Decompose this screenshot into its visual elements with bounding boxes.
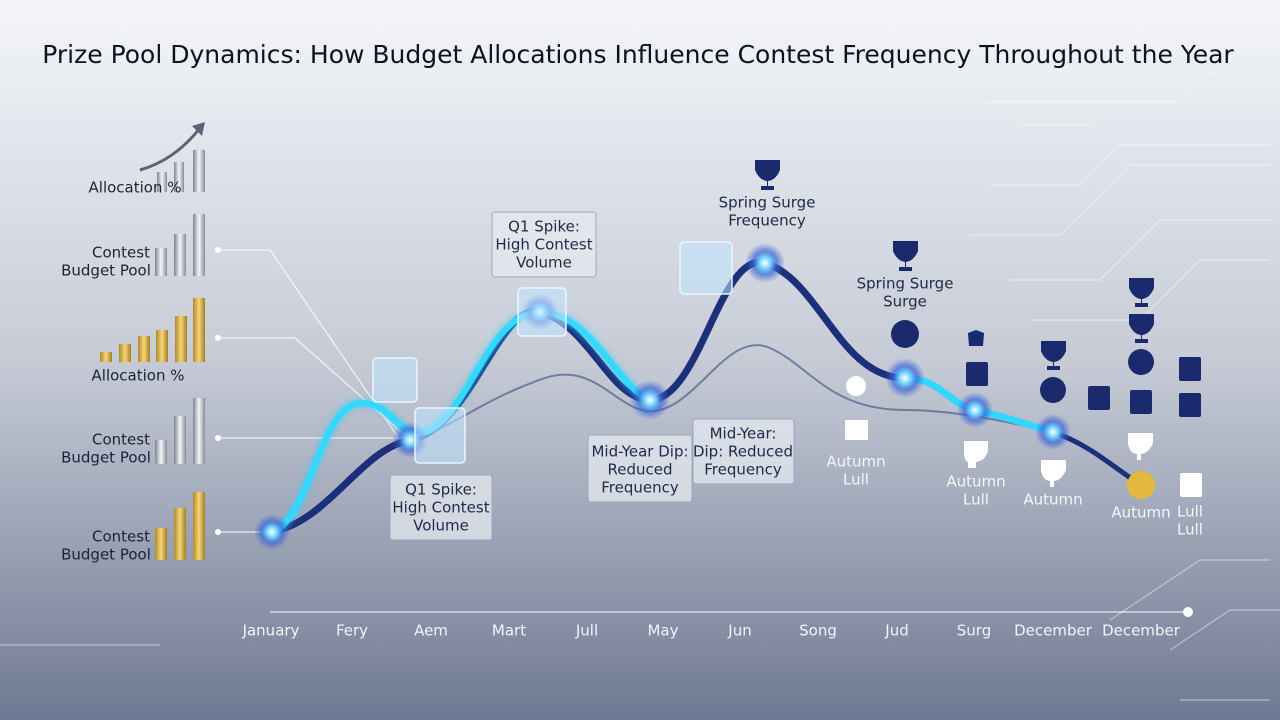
x-tick-label: Fery	[336, 622, 368, 640]
annotation: Lull	[1177, 503, 1203, 521]
icons	[755, 160, 1202, 497]
annotation: Volume	[413, 517, 469, 535]
annotation: Frequency	[601, 479, 679, 497]
annotation: Volume	[516, 254, 572, 272]
annotation: High Contest	[495, 236, 592, 254]
x-tick-label: May	[647, 622, 678, 640]
annotation: Autumn	[1023, 491, 1082, 509]
annotation: Frequency	[728, 212, 806, 230]
annotation: Q1 Spike:	[405, 481, 477, 499]
annotation: Mid-Year:	[710, 425, 777, 443]
nodes	[254, 243, 1155, 550]
cubes	[372, 241, 733, 464]
legend-label: Budget Pool	[61, 546, 151, 564]
annotation: Autumn	[946, 473, 1005, 491]
annotation: Q1 Spike:	[508, 218, 580, 236]
legend-label: Budget Pool	[61, 449, 151, 467]
annotation: Reduced	[607, 461, 672, 479]
legend-label: Contest	[92, 431, 150, 449]
annotation: Mid-Year Dip:	[591, 443, 688, 461]
annotation: Lull	[1177, 521, 1203, 539]
legend-label: Contest	[92, 528, 150, 546]
x-tick-label: Mart	[492, 622, 526, 640]
annotation: Autumn	[826, 453, 885, 471]
x-tick-label: Jull	[575, 622, 598, 640]
axis-end-dot	[1183, 607, 1193, 617]
x-tick-label: Surg	[957, 622, 991, 640]
annotation: Lull	[963, 491, 989, 509]
x-tick-label: December	[1014, 622, 1093, 640]
x-tick-label: Jun	[727, 622, 751, 640]
annotation: Lull	[843, 471, 869, 489]
annotation: Spring Surge	[857, 275, 954, 293]
annotation: Surge	[883, 293, 927, 311]
x-axis: January Fery Aem Mart Jull May Jun Song Jud Surg D…	[242, 622, 1181, 640]
x-tick-label: December	[1102, 622, 1181, 640]
annotation: Spring Surge	[719, 194, 816, 212]
legend-icons	[100, 122, 411, 560]
legend-label: Allocation %	[92, 367, 185, 385]
chart-title: Prize Pool Dynamics: How Budget Allocati…	[42, 40, 1234, 69]
x-tick-label: Song	[799, 622, 837, 640]
circuit-decoration	[0, 71, 1280, 701]
annotation: Frequency	[704, 461, 782, 479]
x-tick-label: Aem	[414, 622, 448, 640]
x-tick-label: Jud	[884, 622, 908, 640]
legend-label: Budget Pool	[61, 262, 151, 280]
x-tick-label: January	[242, 622, 300, 640]
legend-label: Contest	[92, 244, 150, 262]
annotation: Autumn	[1111, 504, 1170, 522]
annotation: High Contest	[392, 499, 489, 517]
legend-label: Allocation %	[89, 179, 182, 197]
annotation: Dip: Reduced	[693, 443, 793, 461]
annotation-boxes	[389, 211, 795, 541]
